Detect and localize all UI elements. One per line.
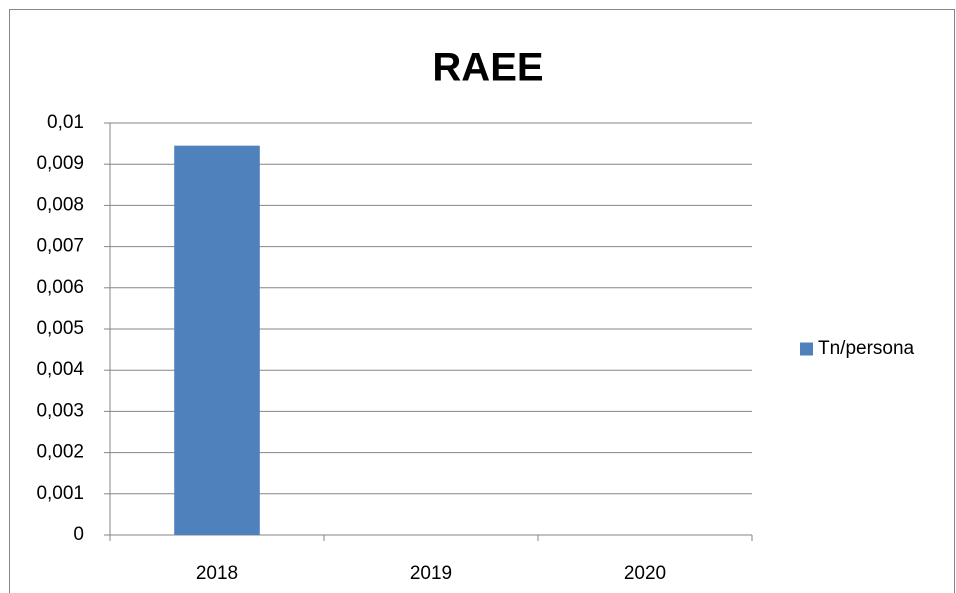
y-tick-label: 0,008	[36, 194, 84, 215]
y-tick-label: 0	[73, 524, 84, 545]
y-tick-label: 0,007	[36, 236, 84, 257]
x-tick-label: 2018	[196, 563, 238, 584]
y-tick-label: 0,001	[36, 483, 84, 504]
legend-label: Tn/persona	[818, 338, 915, 359]
y-tick-label: 0,002	[36, 442, 84, 463]
chart-title: RAEE	[432, 46, 543, 90]
y-tick-label: 0,006	[36, 277, 84, 298]
legend-swatch	[800, 342, 813, 356]
bar	[174, 145, 260, 535]
x-tick-label: 2019	[410, 563, 452, 584]
chart-border	[9, 9, 955, 593]
y-tick-label: 0,004	[36, 359, 84, 380]
y-tick-label: 0,01	[47, 112, 84, 133]
y-tick-label: 0,009	[36, 153, 84, 174]
x-tick-label: 2020	[624, 563, 666, 584]
y-tick-label: 0,005	[36, 318, 84, 339]
y-tick-label: 0,003	[36, 400, 84, 421]
